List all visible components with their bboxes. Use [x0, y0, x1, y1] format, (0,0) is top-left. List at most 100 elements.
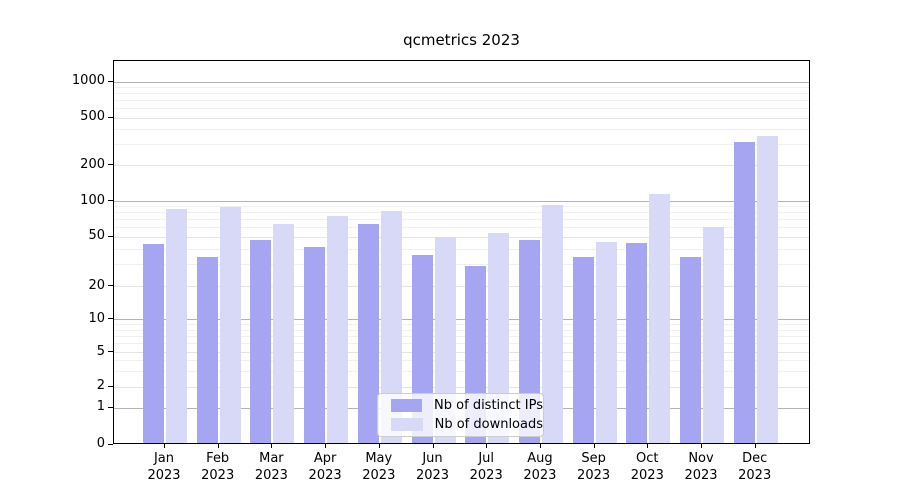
- x-tick-mark: [486, 444, 488, 448]
- minor-gridline: [114, 324, 809, 326]
- y-tick-label: 5: [96, 343, 105, 359]
- bar-downloads-dec: [756, 136, 778, 443]
- x-tick-label: Oct 2023: [630, 451, 664, 483]
- minor-gridline: [114, 360, 809, 362]
- bar-downloads-apr: [327, 215, 349, 443]
- legend-swatch-distinct-ips: [391, 399, 423, 412]
- y-tick-mark: [108, 406, 113, 408]
- y-tick-label: 1: [96, 399, 105, 415]
- x-tick-mark: [217, 444, 219, 448]
- minor-gridline: [114, 212, 809, 214]
- minor-gridline: [114, 219, 809, 221]
- x-tick-label: Aug 2023: [523, 451, 557, 483]
- bar-distinct-ips-may: [357, 223, 379, 443]
- y-tick-mark: [108, 443, 113, 445]
- bar-distinct-ips-oct: [626, 242, 648, 443]
- x-tick-label: Nov 2023: [684, 451, 718, 483]
- legend-label-downloads: Nb of downloads: [434, 417, 543, 432]
- bar-distinct-ips-aug: [518, 240, 540, 443]
- major-gridline: [114, 386, 809, 388]
- minor-gridline: [114, 264, 809, 266]
- bar-downloads-aug: [541, 205, 563, 443]
- y-tick-label: 1000: [71, 73, 105, 89]
- y-tick-label: 20: [88, 277, 105, 293]
- legend: Nb of distinct IPs Nb of downloads: [377, 393, 544, 437]
- bar-downloads-mar: [273, 223, 295, 443]
- x-tick-label: Apr 2023: [308, 451, 342, 483]
- y-tick-mark: [108, 385, 113, 387]
- y-tick-label: 50: [88, 228, 105, 244]
- y-tick-mark: [108, 164, 113, 165]
- major-gridline: [114, 319, 809, 320]
- x-tick-mark: [701, 444, 702, 448]
- x-tick-label: Feb 2023: [201, 451, 235, 483]
- y-tick-mark: [108, 235, 113, 237]
- minor-gridline: [114, 227, 809, 229]
- minor-gridline: [114, 87, 809, 89]
- y-tick-label: 2: [96, 378, 105, 394]
- major-gridline: [114, 201, 809, 202]
- bar-downloads-oct: [649, 194, 671, 443]
- x-tick-label: Jul 2023: [469, 451, 503, 483]
- minor-gridline: [114, 108, 809, 110]
- minor-gridline: [114, 335, 809, 337]
- bar-downloads-sep: [595, 241, 617, 443]
- plot-area: [113, 60, 810, 444]
- y-tick-mark: [108, 200, 113, 201]
- x-tick-mark: [754, 444, 756, 448]
- bar-downloads-feb: [219, 207, 241, 443]
- y-tick-mark: [108, 80, 113, 82]
- y-tick-mark: [108, 285, 113, 286]
- y-tick-label: 100: [80, 192, 105, 208]
- x-tick-label: May 2023: [362, 451, 396, 483]
- legend-item-distinct-ips: Nb of distinct IPs: [378, 398, 543, 413]
- minor-gridline: [114, 129, 809, 131]
- major-gridline: [114, 236, 809, 238]
- bar-distinct-ips-apr: [304, 246, 326, 443]
- bar-downloads-jul: [488, 232, 510, 443]
- major-gridline: [114, 117, 809, 119]
- x-tick-label: Sep 2023: [577, 451, 611, 483]
- y-tick-mark: [108, 351, 113, 352]
- chart-title: qcmetrics 2023: [403, 31, 520, 49]
- bar-downloads-jun: [434, 236, 456, 443]
- legend-swatch-downloads: [391, 418, 423, 431]
- minor-gridline: [114, 93, 809, 95]
- x-tick-label: Jan 2023: [147, 451, 181, 483]
- x-tick-label: Mar 2023: [254, 451, 288, 483]
- minor-gridline: [114, 206, 809, 208]
- x-tick-mark: [325, 444, 327, 448]
- x-tick-mark: [164, 444, 165, 448]
- y-tick-label: 500: [80, 109, 105, 125]
- minor-gridline: [114, 100, 809, 102]
- minor-gridline: [114, 343, 809, 345]
- bar-distinct-ips-sep: [572, 257, 594, 443]
- x-tick-mark: [378, 444, 380, 448]
- minor-gridline: [114, 371, 809, 373]
- legend-item-downloads: Nb of downloads: [378, 417, 543, 432]
- major-gridline: [114, 352, 809, 353]
- x-tick-mark: [539, 444, 541, 448]
- x-tick-label: Jun 2023: [415, 451, 450, 483]
- major-gridline: [114, 165, 809, 166]
- bar-downloads-may: [380, 211, 402, 443]
- bar-distinct-ips-mar: [250, 240, 272, 443]
- x-tick-mark: [271, 444, 273, 448]
- bar-distinct-ips-dec: [733, 142, 755, 443]
- x-tick-mark: [593, 444, 595, 448]
- minor-gridline: [114, 144, 809, 146]
- y-tick-mark: [108, 116, 113, 118]
- y-tick-label: 10: [88, 310, 105, 326]
- major-gridline: [114, 286, 809, 287]
- minor-gridline: [114, 248, 809, 250]
- minor-gridline: [114, 329, 809, 331]
- major-gridline: [114, 81, 809, 83]
- bar-distinct-ips-feb: [196, 257, 218, 443]
- bar-downloads-jan: [166, 208, 187, 443]
- x-tick-mark: [647, 444, 649, 448]
- bar-downloads-nov: [703, 227, 724, 443]
- y-tick-label: 200: [80, 156, 105, 172]
- bar-distinct-ips-jan: [143, 244, 164, 443]
- legend-label-distinct-ips: Nb of distinct IPs: [434, 398, 543, 413]
